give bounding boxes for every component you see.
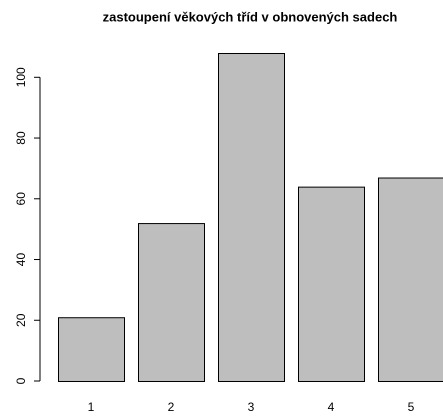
bar [138,223,205,382]
bar [378,177,443,382]
x-tick-label: 3 [248,400,255,414]
y-tick-label: 0 [14,377,28,384]
bar [218,53,285,382]
chart-title: zastoupení věkových tříd v obnovených sa… [103,9,398,24]
x-tick-label: 4 [328,400,335,414]
x-tick-label: 2 [168,400,175,414]
y-tick-label: 40 [14,253,28,267]
y-tick-label: 100 [14,67,28,87]
y-tick-label: 80 [14,131,28,145]
bar [298,186,365,382]
x-tick-label: 1 [88,400,95,414]
y-tick-label: 60 [14,192,28,206]
x-tick-label: 5 [408,400,415,414]
y-tick-label: 20 [14,313,28,327]
bar [58,317,125,383]
